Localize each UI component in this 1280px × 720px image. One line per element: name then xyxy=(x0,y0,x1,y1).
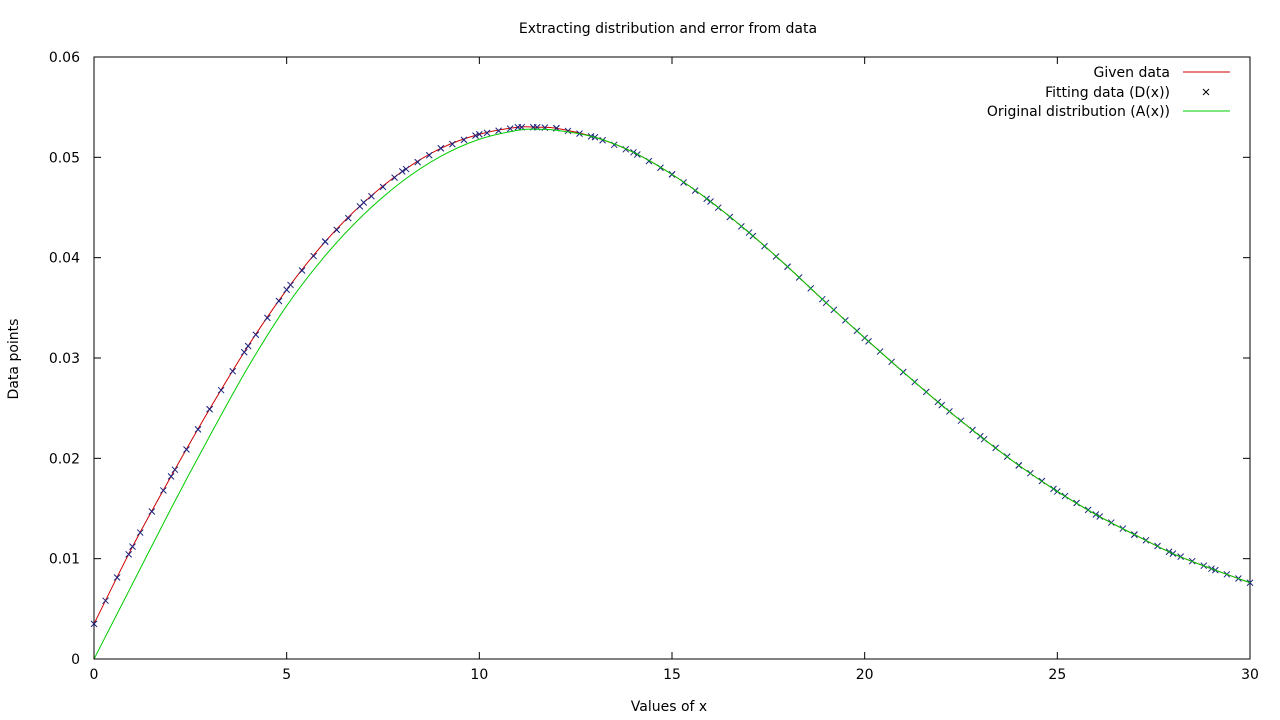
data-point-marker xyxy=(414,158,422,166)
data-point-marker xyxy=(160,487,167,494)
y-tick-label: 0.02 xyxy=(49,451,80,467)
x-tick-label: 10 xyxy=(470,667,488,683)
y-axis-label: Data points xyxy=(6,319,22,400)
ticks-layer: 0 5 10 15 20 25 30 0 0.01 0.02 0.03 0.04 0.05 0.06 xyxy=(49,50,1259,683)
data-point-marker xyxy=(252,331,260,339)
data-point-marker xyxy=(437,144,445,152)
data-point-marker xyxy=(298,267,306,274)
data-point-marker xyxy=(564,127,572,135)
legend-swatch-1 xyxy=(1202,88,1210,96)
data-point-marker xyxy=(391,174,398,181)
data-point xyxy=(244,342,252,350)
data-point-marker xyxy=(264,314,271,322)
series-layer xyxy=(90,123,1254,660)
data-point-marker xyxy=(206,405,213,413)
plot-frame xyxy=(93,56,1251,660)
data-point-marker xyxy=(217,386,225,394)
legend-label-1: Fitting data (D(x)) xyxy=(1045,85,1170,101)
data-point-marker xyxy=(344,214,352,222)
series-line-2 xyxy=(93,128,1251,660)
x-axis-label: Values of x xyxy=(631,699,707,715)
data-point-marker xyxy=(425,151,433,159)
data-point-marker xyxy=(194,425,202,433)
data-point-marker xyxy=(599,136,606,144)
data-point-marker xyxy=(113,574,121,581)
x-tick-label: 25 xyxy=(1048,667,1066,683)
data-point-marker xyxy=(506,125,514,132)
legend-label-0: Given data xyxy=(1094,65,1171,81)
x-tick-label: 20 xyxy=(856,667,874,683)
y-tick-label: 0.06 xyxy=(49,50,80,66)
data-point-marker xyxy=(402,165,410,173)
x-tick-label: 5 xyxy=(282,667,291,683)
data-point-marker xyxy=(102,597,109,605)
chart-title: Extracting distribution and error from d… xyxy=(519,21,817,37)
data-point-marker xyxy=(240,348,248,356)
data-point-marker xyxy=(136,529,144,536)
data-point-marker xyxy=(321,238,329,245)
data-point-marker xyxy=(495,127,502,135)
data-point xyxy=(129,543,136,550)
x-tick-label: 30 xyxy=(1241,667,1259,683)
data-point-marker xyxy=(229,367,237,375)
series-line-0 xyxy=(93,126,1251,625)
y-tick-label: 0 xyxy=(71,652,80,668)
y-tick-label: 0.01 xyxy=(49,552,80,568)
data-point-marker xyxy=(171,466,179,474)
data-point-marker xyxy=(379,183,387,191)
data-point-marker xyxy=(368,192,375,200)
data-point-marker xyxy=(449,140,456,148)
data-point-marker xyxy=(275,297,283,305)
data-point xyxy=(90,620,98,628)
y-tick-label: 0.04 xyxy=(49,251,80,267)
data-point-marker xyxy=(333,226,341,234)
data-point-marker xyxy=(125,550,133,558)
y-tick-label: 0.05 xyxy=(49,150,80,166)
y-tick-label: 0.03 xyxy=(49,351,80,367)
data-point-marker xyxy=(483,129,491,137)
data-point-marker xyxy=(287,281,294,289)
legend-label-2: Original distribution (A(x)) xyxy=(987,104,1170,120)
data-point-marker xyxy=(356,203,364,210)
data-point xyxy=(167,473,175,480)
data-point-marker xyxy=(460,136,468,144)
data-point-marker xyxy=(472,132,479,140)
x-tick-label: 0 xyxy=(90,667,99,683)
x-tick-label: 15 xyxy=(663,667,681,683)
legend: Given data Fitting data (D(x)) Original di… xyxy=(987,65,1230,120)
data-point xyxy=(283,286,291,294)
data-point-marker xyxy=(148,508,156,515)
data-point xyxy=(398,168,406,175)
data-point xyxy=(475,130,483,138)
data-point-marker xyxy=(183,446,190,453)
data-point-marker xyxy=(310,252,317,260)
